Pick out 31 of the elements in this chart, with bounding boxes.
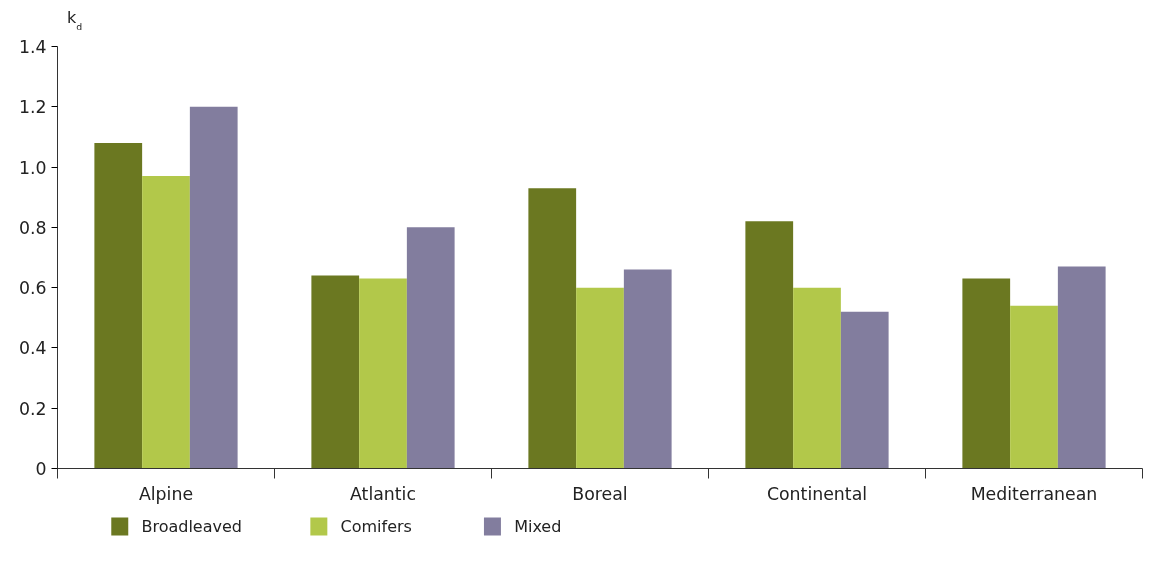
x-tick-label: Alpine [138,483,194,504]
bar [962,278,1011,469]
y-tick-label: 1.2 [18,97,47,118]
bar [623,269,672,469]
legend-label: Comifers [340,517,412,536]
x-tick-label: Boreal [572,483,628,504]
x-tick-label: Mediterranean [970,483,1098,504]
bar [94,142,143,469]
y-tick-label: 1.4 [18,37,47,57]
bar [745,221,794,469]
bar [189,106,238,469]
bar [359,278,407,469]
bar [1010,305,1058,469]
bar [1057,266,1106,469]
bar [576,287,624,469]
y-tick-label: 0.2 [18,398,47,419]
bar [406,227,455,469]
x-tick-label: Continental [766,483,868,504]
bar [840,311,889,469]
legend-label: Broadleaved [141,517,242,536]
y-tick-label: 0.4 [18,338,47,359]
y-tick-label: 1.0 [18,157,47,178]
legend-label: Mixed [514,517,562,536]
y-tick-label: 0.6 [18,278,47,299]
bar [311,275,360,469]
y-tick-label: 0.8 [18,217,47,238]
bar [793,287,841,469]
bar [528,188,577,469]
bar [142,176,190,469]
x-tick-label: Atlantic [350,483,416,504]
y-tick-label: 0 [35,459,47,479]
